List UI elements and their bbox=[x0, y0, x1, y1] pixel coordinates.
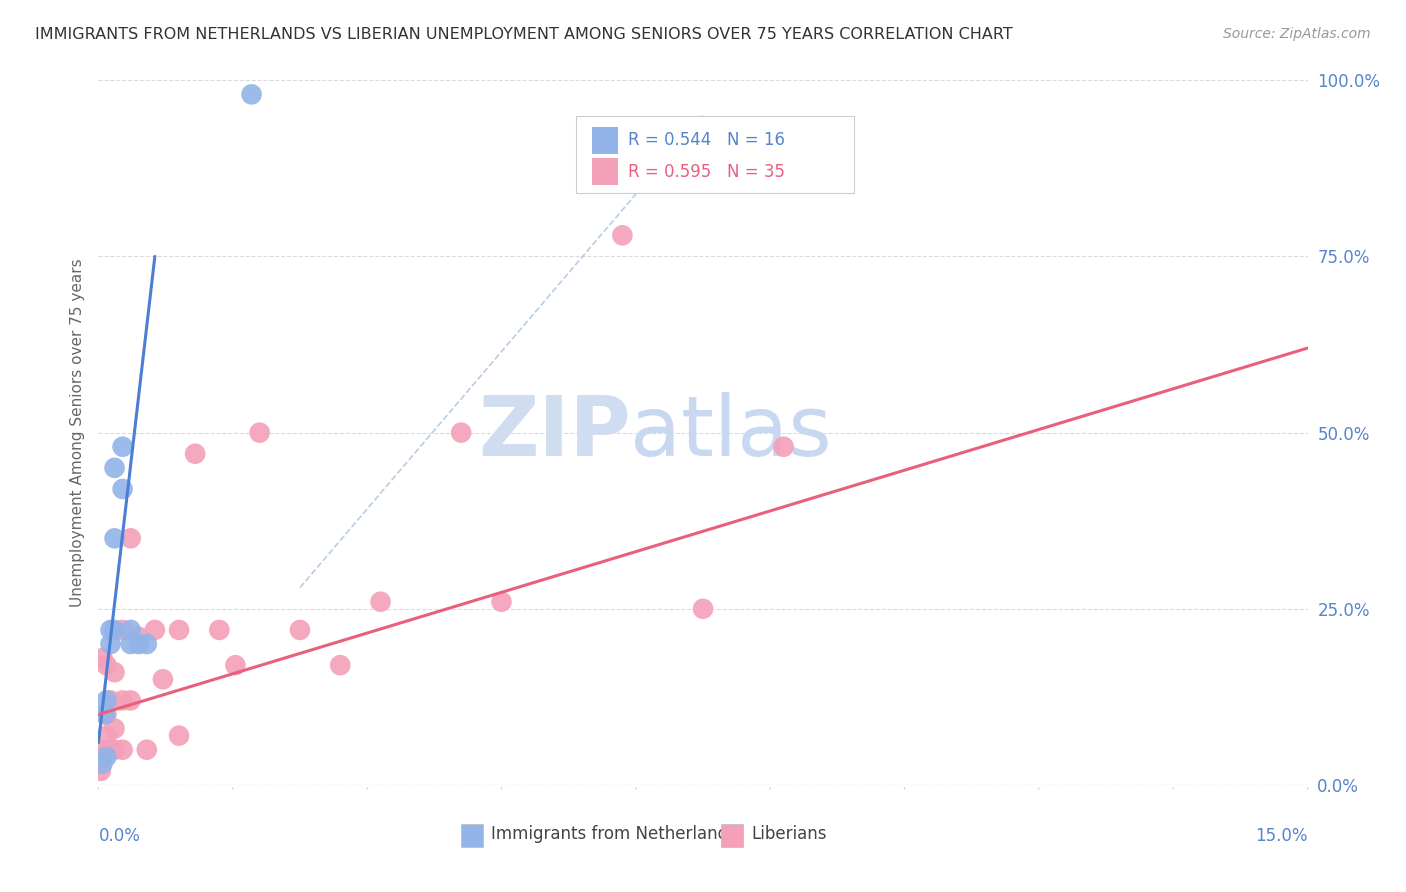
Point bbox=[128, 637, 150, 651]
Point bbox=[120, 693, 142, 707]
Point bbox=[135, 637, 157, 651]
Point bbox=[100, 637, 122, 651]
Text: IMMIGRANTS FROM NETHERLANDS VS LIBERIAN UNEMPLOYMENT AMONG SENIORS OVER 75 YEARS: IMMIGRANTS FROM NETHERLANDS VS LIBERIAN … bbox=[35, 27, 1012, 42]
Point bbox=[90, 764, 112, 778]
Point bbox=[111, 482, 134, 496]
Point bbox=[96, 658, 118, 673]
Point bbox=[103, 532, 125, 546]
Point bbox=[329, 658, 352, 673]
Point bbox=[96, 693, 118, 707]
Text: Source: ZipAtlas.com: Source: ZipAtlas.com bbox=[1223, 27, 1371, 41]
Bar bbox=[592, 159, 619, 186]
Point bbox=[249, 425, 271, 440]
Bar bbox=[592, 127, 619, 153]
Point bbox=[91, 651, 114, 665]
Point bbox=[94, 707, 117, 722]
Text: Liberians: Liberians bbox=[751, 825, 827, 843]
Point bbox=[450, 425, 472, 440]
Point bbox=[167, 623, 190, 637]
Point bbox=[91, 749, 114, 764]
Point bbox=[96, 749, 118, 764]
Point bbox=[111, 623, 134, 637]
Point bbox=[103, 722, 125, 736]
Point bbox=[612, 228, 634, 243]
Point bbox=[120, 637, 142, 651]
Point bbox=[240, 87, 263, 102]
Bar bbox=[721, 824, 742, 847]
Point bbox=[184, 447, 207, 461]
Point bbox=[143, 623, 166, 637]
Point bbox=[96, 742, 118, 756]
Point bbox=[103, 742, 125, 756]
Point bbox=[96, 707, 118, 722]
Point bbox=[491, 595, 513, 609]
Point bbox=[120, 532, 142, 546]
Point bbox=[135, 742, 157, 756]
Point bbox=[100, 623, 122, 637]
Point bbox=[91, 756, 114, 771]
Point bbox=[100, 693, 122, 707]
Point bbox=[288, 623, 311, 637]
Y-axis label: Unemployment Among Seniors over 75 years: Unemployment Among Seniors over 75 years bbox=[69, 259, 84, 607]
Point bbox=[103, 460, 125, 475]
Point bbox=[111, 440, 134, 454]
Text: 15.0%: 15.0% bbox=[1256, 827, 1308, 846]
Bar bbox=[461, 824, 482, 847]
Point bbox=[152, 673, 174, 687]
FancyBboxPatch shape bbox=[576, 116, 855, 193]
Point bbox=[120, 623, 142, 637]
Point bbox=[692, 601, 714, 615]
Text: Immigrants from Netherlands: Immigrants from Netherlands bbox=[492, 825, 737, 843]
Point bbox=[111, 693, 134, 707]
Point bbox=[103, 665, 125, 680]
Point bbox=[167, 729, 190, 743]
Text: atlas: atlas bbox=[630, 392, 832, 473]
Text: R = 0.595   N = 35: R = 0.595 N = 35 bbox=[628, 163, 785, 181]
Point bbox=[772, 440, 794, 454]
Point bbox=[128, 630, 150, 644]
Point bbox=[100, 742, 122, 756]
Text: R = 0.544   N = 16: R = 0.544 N = 16 bbox=[628, 131, 785, 149]
Point bbox=[103, 623, 125, 637]
Text: ZIP: ZIP bbox=[478, 392, 630, 473]
Point bbox=[370, 595, 392, 609]
Point bbox=[224, 658, 246, 673]
Point bbox=[208, 623, 231, 637]
Point bbox=[111, 742, 134, 756]
Text: 0.0%: 0.0% bbox=[98, 827, 141, 846]
Point bbox=[96, 729, 118, 743]
